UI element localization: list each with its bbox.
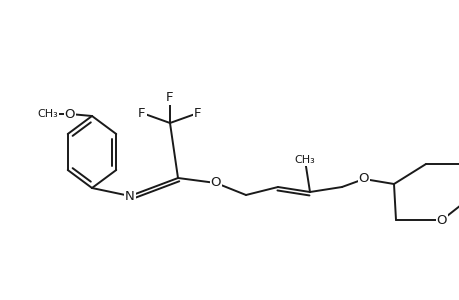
Text: F: F [138,106,146,119]
Text: F: F [194,106,202,119]
Text: O: O [65,107,75,121]
Text: CH₃: CH₃ [294,155,315,165]
Text: O: O [358,172,369,185]
Text: O: O [210,176,221,190]
Text: F: F [166,91,174,103]
Text: N: N [125,190,134,202]
Text: CH₃: CH₃ [38,109,58,119]
Text: O: O [436,214,446,226]
